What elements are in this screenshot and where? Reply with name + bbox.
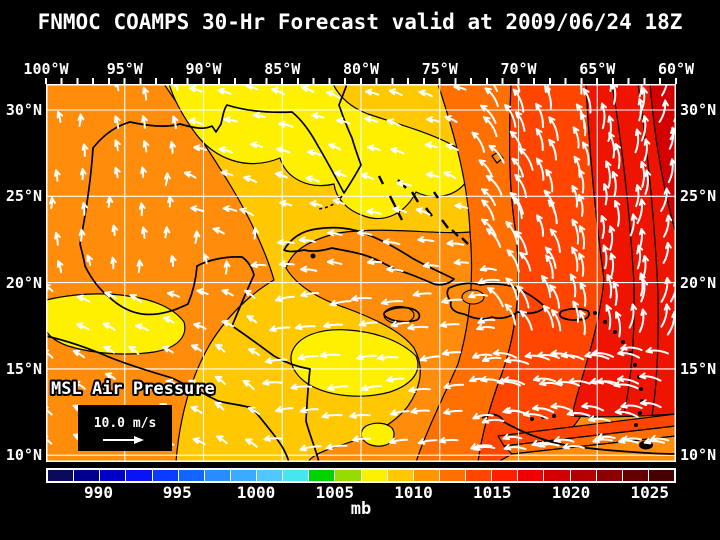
lon-label: 70°W	[500, 60, 537, 78]
lon-label: 60°W	[657, 60, 695, 78]
colorbar	[46, 468, 676, 483]
lat-label-right: 20°N	[680, 274, 717, 292]
lon-label: 100°W	[23, 60, 69, 78]
colorbar-cell	[309, 470, 335, 481]
colorbar-tick-label: 1000	[236, 483, 276, 502]
page-title: FNMOC COAMPS 30-Hr Forecast valid at 200…	[37, 10, 683, 34]
colorbar-cell	[283, 470, 309, 481]
colorbar-cell	[178, 470, 204, 481]
lat-label-right: 10°N	[680, 446, 717, 464]
colorbar-cell	[361, 470, 387, 481]
colorbar-cell	[257, 470, 283, 481]
colorbar-labels: 990 995 1000 1005 1010 1015 1020 1025	[46, 483, 676, 502]
colorbar-tick-label: 1005	[315, 483, 355, 502]
lon-label: 95°W	[106, 60, 143, 78]
colorbar-cell	[335, 470, 361, 481]
colorbar-cell	[152, 470, 178, 481]
lon-label: 65°W	[579, 60, 616, 78]
colorbar-units: mb	[350, 499, 372, 519]
lat-label-left: 10°N	[5, 446, 42, 464]
colorbar-cell	[570, 470, 596, 481]
colorbar-cell	[648, 470, 674, 481]
longitude-ticks	[45, 78, 677, 84]
colorbar-tick-label: 1010	[394, 483, 433, 502]
colorbar-tick-label: 990	[84, 483, 113, 502]
lon-label: 75°W	[421, 60, 458, 78]
map-canvas: MSL Air Pressure 10.0 m/s	[40, 68, 681, 463]
wind-legend-speed-label: 10.0 m/s	[94, 416, 157, 431]
colorbar-tick-label: 1020	[551, 483, 591, 502]
lat-label-left: 30°N	[5, 101, 42, 119]
lon-label: 85°W	[264, 60, 301, 78]
lat-label-right: 25°N	[680, 187, 717, 205]
colorbar-cell	[387, 470, 413, 481]
colorbar-cell	[544, 470, 570, 481]
colorbar-cell	[466, 470, 492, 481]
colorbar-cell	[74, 470, 100, 481]
colorbar-cell	[622, 470, 648, 481]
wind-legend-arrow-icon	[134, 436, 144, 444]
map-area: MSL Air Pressure 10.0 m/s	[40, 68, 681, 463]
colorbar-cell	[596, 470, 622, 481]
colorbar-cell	[48, 470, 74, 481]
colorbar-cell	[230, 470, 256, 481]
lat-label-left: 20°N	[5, 274, 42, 292]
lat-label-right: 15°N	[680, 360, 717, 378]
colorbar-cell	[100, 470, 126, 481]
colorbar-cell	[413, 470, 439, 481]
colorbar-tick-label: 1025	[630, 483, 670, 502]
lon-label: 80°W	[342, 60, 380, 78]
wind-legend-box	[78, 405, 172, 451]
colorbar-tick-label: 1015	[472, 483, 512, 502]
field-name-label: MSL Air Pressure	[51, 379, 215, 399]
lat-label-left: 25°N	[5, 187, 42, 205]
lat-label-left: 15°N	[5, 360, 42, 378]
colorbar-cell	[492, 470, 518, 481]
colorbar-cell	[518, 470, 544, 481]
colorbar-tick-label: 995	[162, 483, 192, 502]
colorbar-cell	[439, 470, 465, 481]
colorbar-cell	[126, 470, 152, 481]
lat-label-right: 30°N	[680, 101, 717, 119]
lon-label: 90°W	[185, 60, 222, 78]
colorbar-cell	[204, 470, 230, 481]
